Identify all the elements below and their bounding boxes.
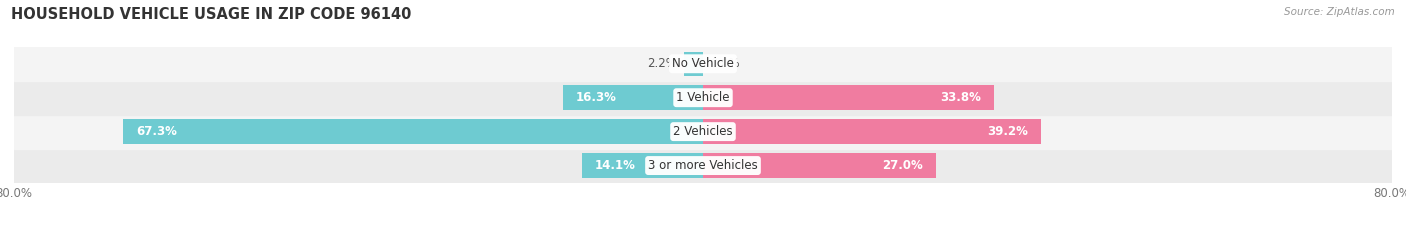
Bar	[14, 81, 1392, 115]
Bar	[14, 47, 1392, 81]
Text: 39.2%: 39.2%	[987, 125, 1028, 138]
Text: No Vehicle: No Vehicle	[672, 57, 734, 70]
Text: 27.0%: 27.0%	[882, 159, 922, 172]
Text: 2.2%: 2.2%	[647, 57, 678, 70]
Bar	[703, 119, 1040, 144]
Bar	[562, 85, 703, 110]
Text: 67.3%: 67.3%	[136, 125, 177, 138]
Bar	[14, 115, 1392, 149]
Bar	[124, 119, 703, 144]
Text: 0.0%: 0.0%	[710, 57, 740, 70]
Text: 3 or more Vehicles: 3 or more Vehicles	[648, 159, 758, 172]
Bar	[14, 149, 1392, 183]
Text: Source: ZipAtlas.com: Source: ZipAtlas.com	[1284, 7, 1395, 17]
Bar	[703, 153, 935, 178]
Bar	[703, 85, 994, 110]
Bar	[582, 153, 703, 178]
Text: HOUSEHOLD VEHICLE USAGE IN ZIP CODE 96140: HOUSEHOLD VEHICLE USAGE IN ZIP CODE 9614…	[11, 7, 412, 22]
Bar	[685, 51, 703, 76]
Text: 1 Vehicle: 1 Vehicle	[676, 91, 730, 104]
Text: 33.8%: 33.8%	[941, 91, 981, 104]
Text: 2 Vehicles: 2 Vehicles	[673, 125, 733, 138]
Text: 16.3%: 16.3%	[575, 91, 616, 104]
Text: 14.1%: 14.1%	[595, 159, 636, 172]
